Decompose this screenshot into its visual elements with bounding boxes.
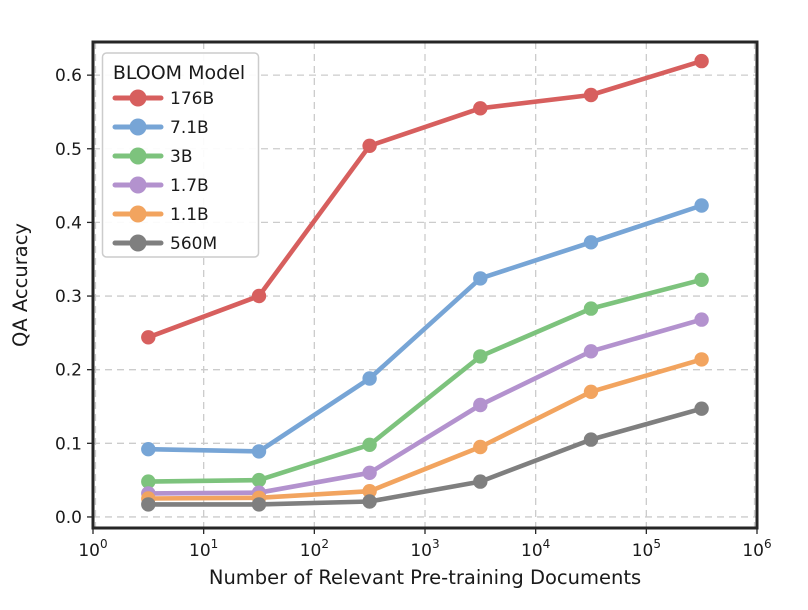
- y-tick-label: 0.0: [55, 508, 82, 528]
- y-axis-label: QA Accuracy: [9, 223, 32, 347]
- data-point-3B: [694, 272, 709, 287]
- legend-item-label: 560M: [170, 234, 217, 254]
- data-point-1.7B: [694, 312, 709, 327]
- y-tick-label: 0.5: [55, 140, 82, 160]
- data-point-560M: [251, 497, 267, 512]
- axis-ticks-layer: 0.0 0.1 0.2 0.3 0.4 0.5 0.6 100 101 102 103 104 105 1…: [55, 66, 772, 561]
- series-line-7.1B: [146, 203, 704, 454]
- series-line-176B: [146, 58, 704, 340]
- y-tick-label: 0.4: [55, 213, 82, 233]
- legend-swatch-dot: [129, 205, 147, 223]
- data-point-1.1B: [694, 352, 709, 367]
- x-tick-label: 105: [632, 537, 661, 561]
- legend-item-label: 1.7B: [170, 176, 209, 196]
- data-point-176B: [141, 330, 156, 345]
- data-point-7.1B: [251, 444, 267, 459]
- series-line-1.7B: [146, 317, 704, 496]
- data-point-1.7B: [362, 465, 377, 480]
- x-tick-label: 103: [410, 537, 439, 561]
- series-line-560M: [146, 406, 704, 507]
- data-point-560M: [694, 401, 709, 416]
- legend-item-label: 176B: [170, 89, 214, 109]
- legend-item-label: 7.1B: [170, 118, 209, 138]
- legend: BLOOM Model 176B 7.1B 3B 1.7B 1.1B 560M: [101, 52, 260, 258]
- data-point-176B: [583, 87, 599, 103]
- plot-border: [91, 40, 759, 530]
- legend-title: BLOOM Model: [113, 62, 245, 84]
- data-point-3B: [251, 472, 267, 488]
- data-point-560M: [473, 474, 488, 489]
- legend-item-label: 1.1B: [170, 205, 209, 225]
- data-point-3B: [362, 437, 377, 452]
- data-point-3B: [141, 474, 156, 489]
- legend-item-560M: 560M: [112, 234, 217, 254]
- series-layer: [141, 53, 709, 512]
- x-tick-label: 104: [521, 537, 550, 561]
- x-tick-label: 101: [189, 537, 218, 561]
- legend-items: 176B 7.1B 3B 1.7B 1.1B 560M: [112, 89, 217, 254]
- x-tick-label: 102: [300, 537, 329, 561]
- data-point-176B: [473, 101, 488, 116]
- legend-item-1.7B: 1.7B: [112, 176, 209, 196]
- data-point-3B: [583, 301, 599, 316]
- y-tick-label: 0.2: [55, 361, 82, 381]
- legend-swatch-dot: [129, 118, 147, 136]
- data-point-176B: [362, 138, 377, 153]
- data-point-7.1B: [473, 271, 488, 286]
- legend-swatch-dot: [129, 89, 147, 107]
- legend-item-1.1B: 1.1B: [112, 205, 209, 225]
- data-point-176B: [694, 53, 709, 69]
- y-tick-label: 0.1: [55, 434, 82, 454]
- y-tick-label: 0.3: [55, 287, 82, 307]
- legend-swatch-dot: [129, 234, 147, 252]
- data-point-7.1B: [141, 442, 156, 457]
- data-point-560M: [583, 432, 599, 447]
- data-point-1.7B: [583, 344, 599, 359]
- data-point-1.1B: [362, 484, 377, 499]
- x-tick-label: 100: [78, 537, 107, 561]
- legend-item-3B: 3B: [112, 147, 192, 167]
- data-point-7.1B: [362, 371, 377, 386]
- y-tick-label: 0.6: [55, 66, 82, 86]
- series-line-3B: [146, 277, 704, 484]
- data-point-1.1B: [473, 439, 488, 455]
- data-point-560M: [141, 497, 156, 512]
- data-point-7.1B: [583, 235, 599, 250]
- data-point-560M: [362, 494, 377, 509]
- legend-item-176B: 176B: [112, 89, 214, 109]
- series-line-1.1B: [146, 357, 704, 501]
- data-point-176B: [251, 288, 267, 304]
- legend-item-7.1B: 7.1B: [112, 118, 209, 138]
- data-point-3B: [473, 349, 488, 364]
- data-point-1.1B: [583, 384, 599, 399]
- data-point-1.7B: [473, 397, 488, 413]
- legend-swatch-dot: [129, 147, 147, 165]
- legend-swatch-dot: [129, 176, 147, 194]
- x-tick-label: 106: [742, 537, 771, 561]
- legend-item-label: 3B: [170, 147, 192, 167]
- x-axis-label: Number of Relevant Pre-training Document…: [209, 566, 641, 589]
- data-point-7.1B: [694, 198, 709, 213]
